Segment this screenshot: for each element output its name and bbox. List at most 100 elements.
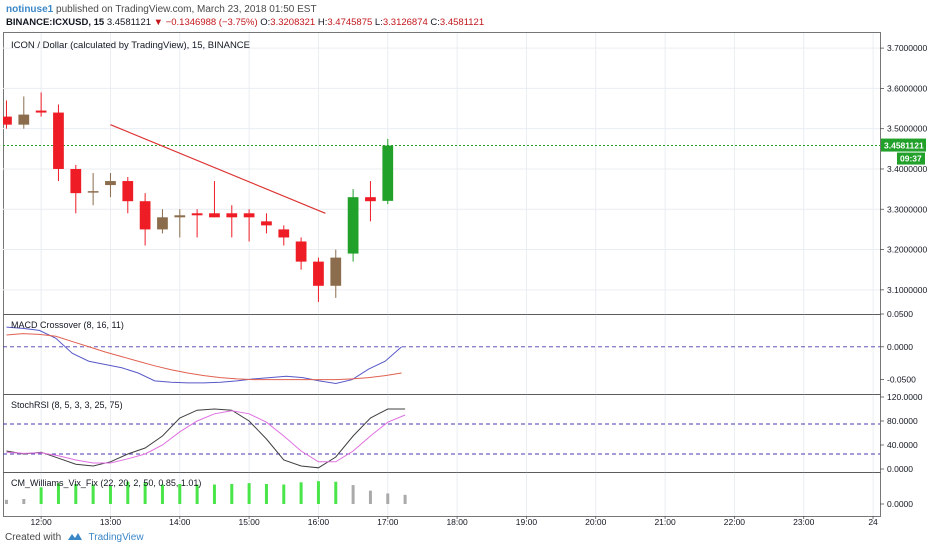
x-tick-label: 22:00	[724, 517, 746, 526]
x-tick-label: 16:00	[308, 517, 330, 526]
tradingview-link[interactable]: TradingView	[88, 532, 144, 543]
y-tick-label: 3.6000000	[887, 83, 927, 93]
vix-bar	[351, 485, 355, 504]
candle-body	[122, 181, 134, 202]
high-label: H:	[317, 17, 328, 28]
vix-bar	[91, 484, 95, 504]
time-axis[interactable]: 12:00 13:00 14:00 15:00 16:00 17:00 18:00 19:00…	[30, 516, 878, 526]
vix-bar	[160, 484, 164, 504]
candle-body	[105, 181, 116, 186]
pane-border	[3, 32, 881, 315]
vix-bar	[282, 484, 286, 504]
vix-bar	[126, 481, 130, 504]
vix-bar	[403, 494, 407, 504]
last-price-tag-label: 3.4581121	[884, 141, 924, 151]
pane-border	[3, 394, 881, 473]
vix-bar	[230, 483, 234, 504]
candle-body	[278, 229, 290, 238]
x-tick-label: 19:00	[516, 517, 538, 526]
candle-body	[261, 221, 272, 226]
x-tick-label: 14:00	[169, 517, 191, 526]
candle-body	[174, 215, 186, 218]
vix-fix-pane[interactable]: 0.0000 CM_Williams_Vix_Fix (22, 20, 2, 50…	[3, 472, 914, 517]
x-tick-label: 17:00	[377, 517, 399, 526]
candle-body	[243, 213, 255, 218]
candle-body	[53, 112, 64, 169]
vix-bar	[195, 484, 199, 504]
x-tick-label: 15:00	[238, 517, 260, 526]
created-with-label: Created with	[5, 532, 62, 543]
low-value: 3.3126874	[382, 17, 428, 28]
macd-pane[interactable]: 0.0500 0.0000 -0.0500 MACD Crossover (8, 16…	[3, 309, 916, 395]
candle-body	[157, 217, 168, 230]
candle-body	[226, 213, 238, 218]
publish-info: notinuse1 published on TradingView.com, …	[6, 4, 317, 15]
pane-title: MACD Crossover (8, 16, 11)	[11, 320, 124, 330]
x-tick-label: 24	[868, 517, 878, 526]
vix-bar	[368, 490, 372, 504]
vix-bar	[178, 483, 182, 504]
high-value: 3.4745875	[327, 17, 373, 28]
x-tick-label: 12:00	[30, 517, 52, 526]
price-pane[interactable]: 3.7000000 3.6000000 3.5000000 3.4000000 3.30…	[3, 32, 927, 315]
last-price-tag	[881, 138, 926, 152]
open-label: O:	[260, 17, 271, 28]
chart-title: ICON / Dollar (calculated by TradingView…	[11, 40, 250, 51]
signal-line	[6, 333, 402, 381]
candle-body	[191, 213, 203, 216]
symbol-line: BINANCE:ICXUSD, 15 3.4581121 ▼ −0.134698…	[6, 17, 484, 28]
x-tick-label: 13:00	[100, 517, 122, 526]
countdown-label: 09:37	[900, 154, 922, 164]
candle-body	[365, 197, 376, 202]
x-tick-label: 20:00	[585, 517, 607, 526]
candle-body	[347, 197, 359, 254]
countdown-tag	[897, 152, 925, 165]
vix-bar	[212, 484, 216, 504]
price-change: ▼ −0.1346988 (−3.75%)	[153, 17, 258, 28]
vix-bar	[247, 483, 251, 504]
candle-body	[87, 191, 99, 193]
y-tick-label: 3.2000000	[887, 245, 927, 255]
d-line	[6, 410, 406, 464]
open-value: 3.3208321	[270, 17, 316, 28]
username-link[interactable]: notinuse1	[6, 4, 54, 15]
vix-bar	[316, 481, 320, 504]
y-tick-label: 3.1000000	[887, 285, 927, 295]
pane-title: CM_Williams_Vix_Fix (22, 20, 2, 50, 0.85…	[11, 478, 201, 488]
close-value: 3.4581121	[439, 17, 485, 28]
vix-bar	[22, 498, 26, 504]
y-tick-label: 40.0000	[887, 440, 918, 450]
candle-body	[70, 168, 82, 194]
x-tick-label: 18:00	[446, 517, 468, 526]
y-tick-label: 0.0000	[887, 499, 913, 509]
last-price: 3.4581121	[106, 17, 152, 28]
stochrsi-pane[interactable]: 120.0000 80.0000 40.0000 0.0000 StochRSI (8,…	[3, 392, 923, 474]
vix-bar	[264, 483, 268, 504]
footer: Created with TradingView	[5, 531, 144, 543]
vix-bar	[4, 499, 8, 504]
y-tick-label: 0.0000	[887, 342, 913, 352]
chart-frame[interactable]: 3.7000000 3.6000000 3.5000000 3.4000000 3.30…	[3, 32, 929, 526]
k-line	[6, 408, 406, 469]
x-tick-label: 23:00	[793, 517, 815, 526]
candle-body	[313, 261, 324, 286]
vix-bar	[386, 493, 390, 504]
published-text: published on TradingView.com, March 23, …	[56, 4, 317, 15]
close-label: C:	[430, 17, 440, 28]
y-tick-label: 3.4000000	[887, 164, 927, 174]
vix-bar	[299, 482, 303, 504]
vix-bar	[39, 487, 43, 504]
candle-body	[330, 257, 342, 286]
trend-line	[110, 124, 326, 214]
candle-body	[3, 116, 12, 125]
vix-bar	[108, 485, 112, 504]
pane-title: StochRSI (8, 5, 3, 3, 25, 75)	[11, 400, 123, 410]
pane-border	[3, 472, 881, 517]
vix-bar	[74, 483, 78, 504]
candle-body	[18, 114, 30, 125]
pane-border	[3, 314, 881, 395]
vix-bar	[56, 483, 60, 504]
candle-body	[382, 145, 394, 201]
y-tick-label: 3.7000000	[887, 43, 927, 53]
y-tick-label: 0.0000	[887, 464, 913, 474]
